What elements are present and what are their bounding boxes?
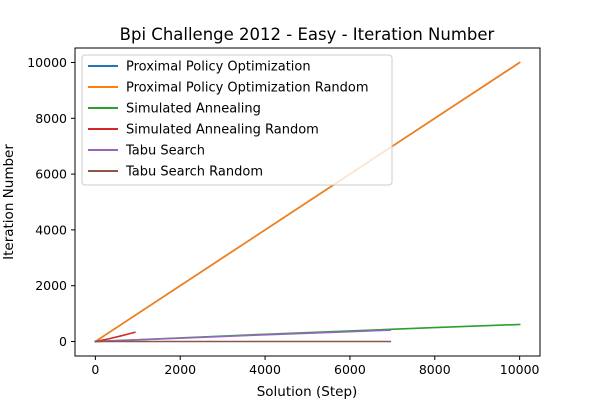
y-tick-label: 6000 [35, 167, 67, 182]
y-tick-label: 2000 [35, 278, 67, 293]
chart-title: Bpi Challenge 2012 - Easy - Iteration Nu… [120, 25, 495, 44]
y-tick-label: 0 [59, 334, 67, 349]
x-tick-label: 2000 [164, 362, 196, 377]
legend-label-1: Proximal Policy Optimization Random [126, 81, 369, 96]
x-axis: 0 2000 4000 6000 8000 10000 [91, 356, 540, 377]
series-line-1 [94, 61, 521, 343]
plot-frame [74, 47, 541, 357]
y-tick-label: 4000 [35, 222, 67, 237]
y-tick-label: 8000 [35, 111, 67, 126]
legend-label-3: Simulated Annealing Random [126, 123, 319, 138]
y-axis-title: Iteration Number [1, 144, 17, 260]
legend-label-0: Proximal Policy Optimization [126, 60, 311, 75]
x-tick-label: 0 [91, 362, 99, 377]
y-axis: 0 2000 4000 6000 8000 10000 [27, 55, 75, 349]
legend-label-2: Simulated Annealing [126, 102, 261, 117]
legend-label-4: Tabu Search [125, 144, 205, 159]
legend-label-5: Tabu Search Random [125, 165, 263, 180]
series-line-4 [94, 329, 392, 343]
y-tick-label: 10000 [27, 55, 67, 70]
x-tick-label: 4000 [249, 362, 281, 377]
x-tick-label: 8000 [419, 362, 451, 377]
series-line-3 [94, 331, 136, 343]
legend: Proximal Policy Optimization Proximal Pol… [81, 54, 393, 186]
x-tick-label: 6000 [334, 362, 366, 377]
x-tick-label: 10000 [500, 362, 540, 377]
plot-layer [94, 61, 521, 343]
x-axis-title: Solution (Step) [257, 384, 358, 400]
legend-box [81, 54, 393, 186]
